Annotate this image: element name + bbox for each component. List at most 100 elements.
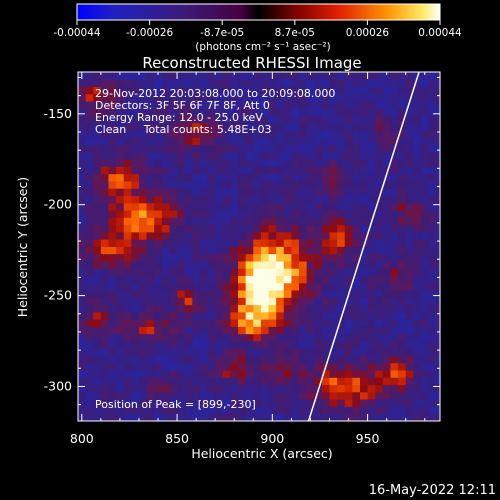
heatmap-cell: [337, 86, 346, 95]
heatmap-cell: [390, 348, 399, 356]
heatmap-cell: [375, 86, 384, 95]
heatmap-cell: [222, 217, 231, 226]
heatmap-cell: [413, 275, 422, 284]
heatmap-cell: [230, 399, 239, 407]
heatmap-cell: [321, 297, 330, 306]
heatmap-cell: [123, 239, 132, 247]
heatmap-cell: [215, 86, 224, 95]
heatmap-cell: [192, 151, 201, 160]
heatmap-cell: [428, 108, 437, 117]
heatmap-cell: [207, 239, 216, 247]
heatmap-cell: [138, 304, 147, 313]
heatmap-cell: [177, 144, 186, 153]
heatmap-cell: [253, 166, 262, 175]
heatmap-cell: [299, 239, 308, 247]
heatmap-cell: [78, 86, 87, 95]
heatmap-cell: [78, 253, 87, 262]
heatmap-cell: [199, 231, 208, 240]
heatmap-cell: [352, 181, 361, 189]
heatmap-cell: [283, 159, 292, 167]
heatmap-cell: [116, 137, 125, 146]
heatmap-cell: [359, 311, 368, 320]
heatmap-cell: [299, 297, 308, 306]
heatmap-cell: [192, 181, 201, 189]
heatmap-cell: [146, 341, 155, 349]
heatmap-cell: [268, 406, 277, 415]
heatmap-cell: [108, 101, 117, 109]
heatmap-cell: [192, 268, 201, 276]
heatmap-cell: [276, 86, 285, 95]
heatmap-cell: [436, 413, 440, 421]
heatmap-cell: [398, 202, 407, 211]
heatmap-cell: [344, 93, 353, 102]
heatmap-cell: [260, 246, 269, 255]
annotation-time-range: 29-Nov-2012 20:03:08.000 to 20:09:08.000: [95, 87, 335, 100]
heatmap-cell: [268, 268, 277, 276]
heatmap-cell: [177, 159, 186, 167]
heatmap-cell: [100, 370, 109, 378]
heatmap-cell: [108, 115, 117, 124]
heatmap-cell: [161, 93, 170, 102]
heatmap-cell: [367, 239, 376, 247]
heatmap-cell: [436, 224, 440, 233]
heatmap-cell: [108, 210, 117, 218]
heatmap-cell: [359, 130, 368, 138]
heatmap-cell: [321, 159, 330, 167]
heatmap-cell: [108, 406, 117, 415]
heatmap-cell: [321, 348, 330, 356]
heatmap-cell: [398, 275, 407, 284]
heatmap-cell: [436, 115, 440, 124]
heatmap-cell: [344, 304, 353, 313]
heatmap-cell: [93, 151, 102, 160]
heatmap-cell: [85, 217, 94, 226]
heatmap-cell: [177, 166, 186, 175]
heatmap-cell: [85, 115, 94, 124]
heatmap-cell: [161, 195, 170, 204]
heatmap-cell: [359, 159, 368, 167]
heatmap-cell: [253, 115, 262, 124]
heatmap-cell: [436, 188, 440, 196]
heatmap-cell: [321, 181, 330, 189]
heatmap-cell: [184, 268, 193, 276]
heatmap-cell: [283, 79, 292, 87]
heatmap-cell: [420, 217, 429, 226]
heatmap-cell: [405, 333, 414, 342]
heatmap-cell: [306, 210, 315, 218]
heatmap-cell: [436, 79, 440, 87]
heatmap-cell: [230, 195, 239, 204]
heatmap-cell: [199, 79, 208, 87]
heatmap-cell: [100, 173, 109, 182]
heatmap-cell: [116, 326, 125, 335]
heatmap-cell: [184, 130, 193, 138]
heatmap-cell: [321, 137, 330, 146]
heatmap-cell: [169, 144, 178, 153]
heatmap-cell: [367, 333, 376, 342]
heatmap-cell: [100, 130, 109, 138]
heatmap-cell: [253, 79, 262, 87]
heatmap-cell: [230, 377, 239, 386]
heatmap-cell: [390, 101, 399, 109]
heatmap-cell: [314, 290, 323, 298]
heatmap-cell: [78, 304, 87, 313]
heatmap-cell: [131, 253, 140, 262]
heatmap-cell: [108, 370, 117, 378]
heatmap-cell: [420, 413, 429, 421]
heatmap-cell: [161, 261, 170, 269]
heatmap-cell: [359, 115, 368, 124]
heatmap-cell: [375, 108, 384, 117]
heatmap-cell: [238, 384, 247, 393]
heatmap-cell: [184, 399, 193, 407]
heatmap-cell: [222, 319, 231, 327]
heatmap-cell: [413, 282, 422, 291]
heatmap-cell: [108, 275, 117, 284]
heatmap-cell: [367, 166, 376, 175]
heatmap-cell: [367, 370, 376, 378]
heatmap-cell: [321, 72, 330, 80]
heatmap-cell: [131, 188, 140, 196]
heatmap-cell: [306, 348, 315, 356]
heatmap-cell: [222, 115, 231, 124]
heatmap-cell: [352, 93, 361, 102]
heatmap-cell: [260, 275, 269, 284]
heatmap-cell: [382, 130, 391, 138]
heatmap-cell: [390, 268, 399, 276]
